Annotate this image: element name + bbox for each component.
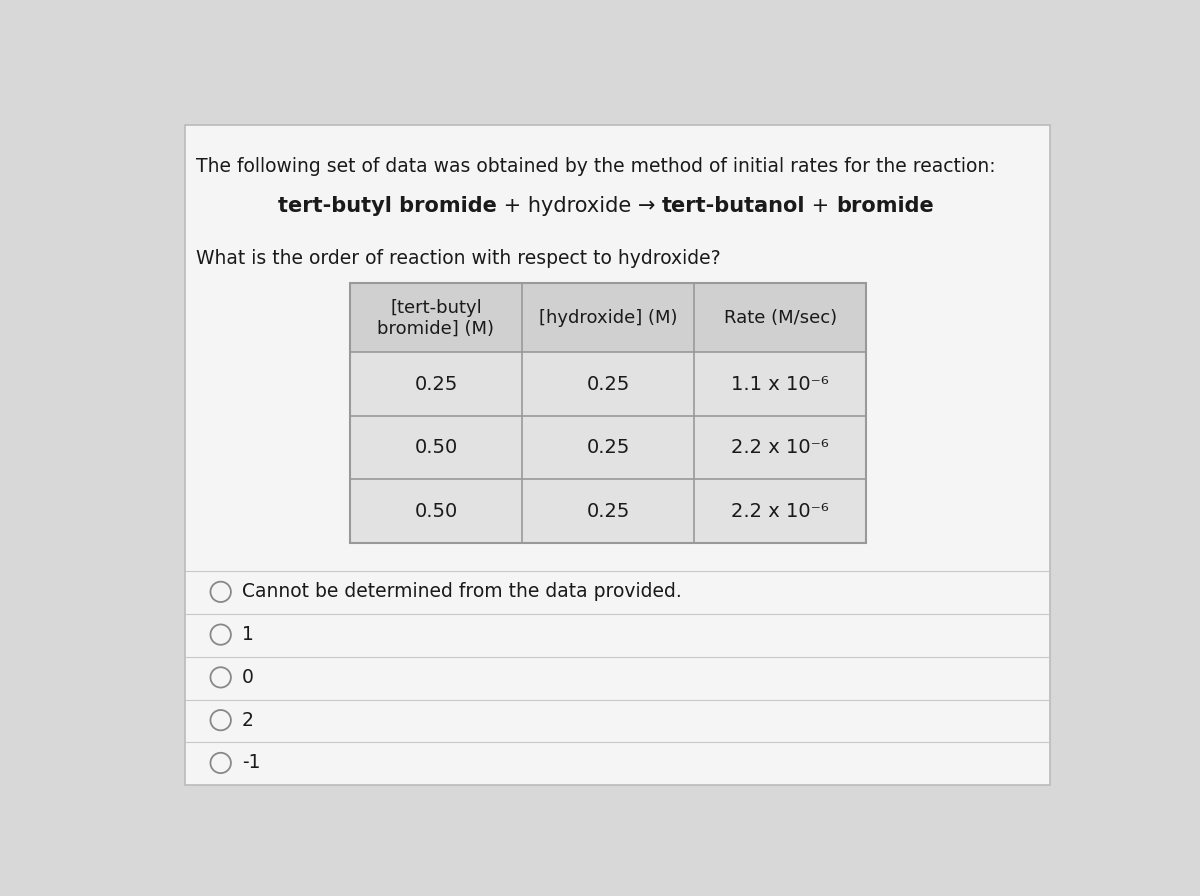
Text: +: + (805, 196, 836, 216)
Text: The following set of data was obtained by the method of initial rates for the re: The following set of data was obtained b… (197, 157, 996, 177)
Text: tert-butyl bromide: tert-butyl bromide (278, 196, 497, 216)
FancyBboxPatch shape (185, 125, 1050, 785)
Text: What is the order of reaction with respect to hydroxide?: What is the order of reaction with respe… (197, 249, 721, 268)
Text: bromide: bromide (836, 196, 934, 216)
Text: Cannot be determined from the data provided.: Cannot be determined from the data provi… (242, 582, 682, 601)
Bar (350, 416, 866, 479)
Text: [tert-butyl
bromide] (M): [tert-butyl bromide] (M) (378, 298, 494, 338)
Text: 1.1 x 10⁻⁶: 1.1 x 10⁻⁶ (731, 375, 829, 393)
Text: [hydroxide] (M): [hydroxide] (M) (539, 309, 677, 327)
Bar (350, 479, 866, 543)
Bar (350, 352, 866, 416)
Text: 1: 1 (242, 625, 254, 644)
Text: 2: 2 (242, 711, 254, 729)
Text: 0.50: 0.50 (414, 502, 457, 521)
Text: 0.25: 0.25 (587, 438, 630, 457)
Text: 0.25: 0.25 (587, 502, 630, 521)
Text: 2.2 x 10⁻⁶: 2.2 x 10⁻⁶ (731, 438, 829, 457)
Text: 0.25: 0.25 (414, 375, 457, 393)
Text: + hydroxide →: + hydroxide → (497, 196, 661, 216)
Text: 0.50: 0.50 (414, 438, 457, 457)
Text: 2.2 x 10⁻⁶: 2.2 x 10⁻⁶ (731, 502, 829, 521)
Text: -1: -1 (242, 754, 260, 772)
Text: tert-butanol: tert-butanol (661, 196, 805, 216)
Text: 0: 0 (242, 668, 254, 687)
Text: Rate (M/sec): Rate (M/sec) (724, 309, 836, 327)
Text: 0.25: 0.25 (587, 375, 630, 393)
